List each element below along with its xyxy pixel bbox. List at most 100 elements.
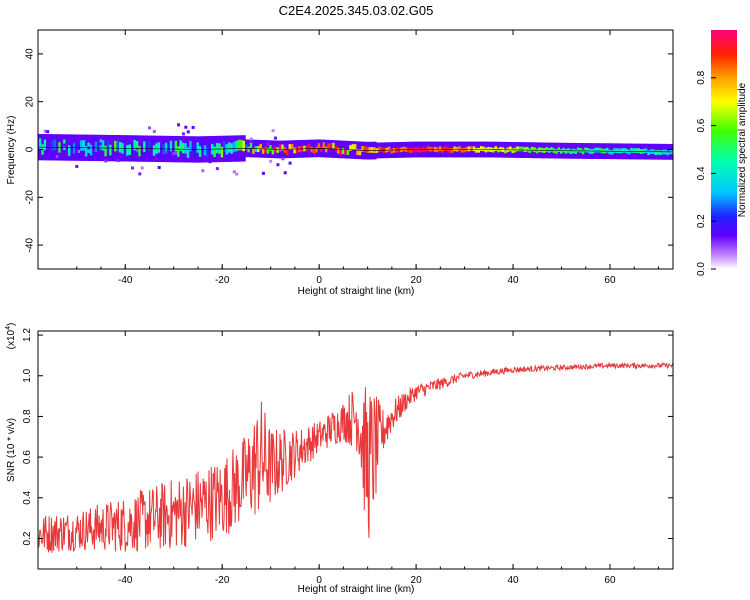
heatmap-outlier bbox=[249, 137, 253, 141]
heatmap-cell bbox=[337, 147, 341, 154]
heatmap-cell bbox=[666, 150, 670, 156]
heatmap-outlier bbox=[266, 142, 270, 146]
heatmap-cell bbox=[366, 147, 370, 154]
snr-y-ticks: 0.2 0.4 0.6 0.8 1.0 1.2 bbox=[22, 328, 673, 545]
heatmap-cell bbox=[618, 148, 622, 154]
heatmap-outlier bbox=[274, 136, 278, 140]
heatmap-cell bbox=[237, 139, 241, 151]
heatmap-outlier bbox=[201, 169, 205, 173]
y-tick-label: 0.8 bbox=[22, 409, 33, 423]
heatmap-cell bbox=[249, 142, 253, 149]
heatmap-cell bbox=[407, 147, 411, 153]
heatmap-cell bbox=[528, 148, 532, 153]
heatmap-cell bbox=[283, 147, 287, 153]
heatmap-outlier bbox=[164, 150, 168, 154]
heatmap-cell bbox=[261, 148, 266, 154]
heatmap-cell bbox=[341, 148, 346, 155]
heatmap-cell bbox=[215, 142, 220, 154]
heatmap-cell bbox=[208, 141, 212, 152]
heatmap-outlier bbox=[288, 161, 292, 165]
heatmap-outlier bbox=[138, 172, 142, 176]
heatmap-outlier bbox=[181, 132, 185, 136]
heatmap-cell bbox=[557, 147, 561, 152]
heatmap-cell bbox=[266, 147, 270, 154]
heatmap-cell bbox=[632, 148, 636, 154]
heatmap-cell bbox=[38, 138, 43, 149]
heatmap-cell bbox=[484, 147, 489, 153]
heatmap-outlier bbox=[186, 130, 190, 134]
spectrogram-y-label: Frequency (Hz) bbox=[6, 116, 17, 185]
heatmap-cell bbox=[448, 148, 452, 153]
heatmap-cell bbox=[424, 147, 428, 153]
heatmap-cell bbox=[196, 142, 200, 153]
heatmap-cell bbox=[315, 146, 319, 153]
heatmap-cell bbox=[312, 148, 316, 154]
heatmap-outlier bbox=[157, 165, 161, 169]
heatmap-outlier bbox=[177, 123, 181, 127]
spectrogram-x-ticks: -40 -20 0 20 40 60 bbox=[76, 30, 659, 286]
heatmap-cell bbox=[264, 146, 268, 153]
heatmap-cell bbox=[516, 146, 520, 152]
heatmap-cell bbox=[60, 140, 64, 151]
heatmap-cell bbox=[201, 142, 205, 153]
heatmap-cell bbox=[647, 150, 651, 156]
heatmap-cell bbox=[623, 147, 627, 153]
x-tick-label: 60 bbox=[604, 275, 616, 286]
heatmap-cell bbox=[613, 148, 617, 153]
y-tick-label: 0 bbox=[25, 146, 36, 152]
heatmap-cell bbox=[409, 148, 413, 154]
heatmap-outlier bbox=[104, 159, 108, 163]
heatmap-cell bbox=[521, 146, 525, 152]
heatmap-outlier bbox=[135, 147, 139, 151]
x-tick-label: 40 bbox=[507, 275, 519, 286]
heatmap-cell bbox=[259, 143, 263, 150]
heatmap-cell bbox=[84, 145, 89, 157]
heatmap-cell bbox=[610, 149, 615, 155]
x-tick-label: -40 bbox=[118, 275, 133, 286]
x-tick-label: 0 bbox=[316, 275, 322, 286]
colorbar-label: Normalized spectral amplitude bbox=[737, 82, 748, 217]
heatmap-cell bbox=[247, 146, 251, 153]
heatmap-cell bbox=[235, 140, 239, 152]
heatmap-cell bbox=[346, 149, 350, 156]
heatmap-cell bbox=[179, 140, 183, 151]
heatmap-cell bbox=[518, 146, 523, 152]
heatmap-cell bbox=[349, 145, 353, 151]
x-tick-label: 40 bbox=[507, 575, 519, 586]
heatmap-cell bbox=[402, 146, 406, 152]
heatmap-cell bbox=[538, 147, 542, 153]
y-tick-label: -40 bbox=[25, 237, 36, 252]
heatmap-cell bbox=[438, 146, 443, 151]
heatmap-cell bbox=[596, 147, 600, 153]
heatmap-cell bbox=[329, 143, 333, 149]
heatmap-outlier bbox=[269, 159, 273, 163]
colorbar-gradient bbox=[711, 30, 737, 269]
heatmap-cell bbox=[496, 147, 501, 153]
heatmap-cell bbox=[123, 141, 127, 153]
heatmap-cell bbox=[441, 147, 445, 153]
heatmap-cell bbox=[232, 141, 237, 153]
heatmap-cell bbox=[644, 148, 649, 153]
heatmap-cell bbox=[324, 146, 329, 153]
heatmap-cell bbox=[82, 139, 86, 151]
heatmap-outlier bbox=[278, 148, 282, 152]
x-tick-label: 0 bbox=[316, 575, 322, 586]
heatmap-cell bbox=[591, 149, 595, 154]
heatmap-cell bbox=[581, 149, 586, 155]
heatmap-cell bbox=[530, 146, 535, 152]
heatmap-cell bbox=[227, 142, 232, 153]
heatmap-cell bbox=[111, 143, 115, 154]
heatmap-cell bbox=[138, 145, 142, 157]
heatmap-cell bbox=[317, 143, 321, 150]
y-tick-label: 0.4 bbox=[22, 490, 33, 504]
heatmap-cell bbox=[509, 146, 513, 152]
heatmap-cell bbox=[535, 148, 539, 154]
heatmap-cell bbox=[104, 145, 108, 157]
heatmap-cell bbox=[368, 147, 372, 153]
heatmap-cell bbox=[140, 144, 144, 155]
heatmap-cell bbox=[276, 147, 280, 153]
heatmap-cell bbox=[390, 148, 394, 154]
heatmap-cell bbox=[569, 149, 573, 155]
heatmap-outlier bbox=[51, 152, 55, 156]
